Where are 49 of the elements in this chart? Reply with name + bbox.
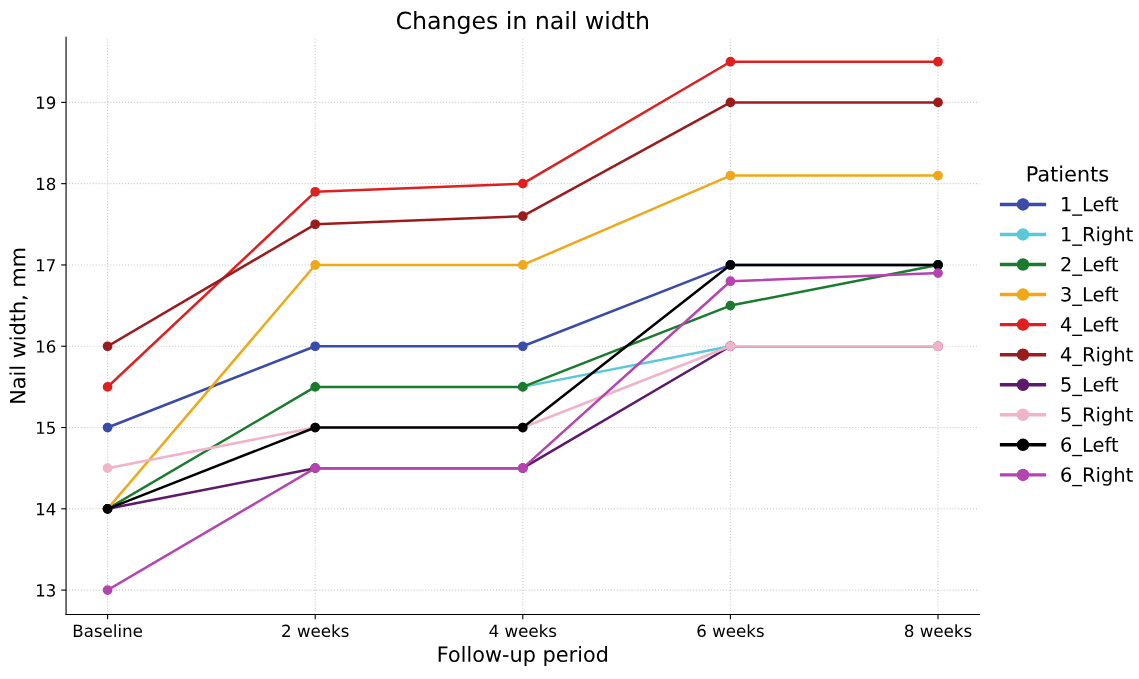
legend-label: 6_Left bbox=[1061, 436, 1119, 457]
y-tick-label: 13 bbox=[36, 584, 55, 597]
point bbox=[517, 341, 528, 352]
point bbox=[725, 170, 736, 181]
point bbox=[517, 211, 528, 222]
legend-label: 6_Right bbox=[1061, 466, 1133, 487]
legend-label: 3_Left bbox=[1061, 286, 1119, 306]
point bbox=[725, 56, 736, 67]
x-tick-label: 6 weeks bbox=[697, 624, 764, 638]
legend-label: 2_Left bbox=[1061, 256, 1119, 276]
point bbox=[933, 97, 943, 108]
x-axis-title: Follow-up period bbox=[438, 645, 608, 667]
y-tick-label: 15 bbox=[36, 421, 55, 435]
y-tick-label: 14 bbox=[36, 503, 56, 516]
y-axis-title: Nail width, mm bbox=[9, 248, 28, 403]
chart-title: Changes in nail width bbox=[396, 11, 648, 34]
point bbox=[310, 341, 321, 352]
y-tick-label: 17 bbox=[36, 259, 55, 272]
x-tick-label: Baseline bbox=[73, 624, 143, 638]
point bbox=[310, 219, 321, 230]
legend-label: 4_Left bbox=[1060, 316, 1119, 336]
point bbox=[102, 463, 113, 474]
point bbox=[102, 585, 113, 595]
point bbox=[102, 341, 113, 352]
point bbox=[517, 260, 528, 270]
point bbox=[310, 260, 321, 270]
point bbox=[725, 97, 736, 108]
point bbox=[517, 178, 528, 189]
point bbox=[725, 276, 736, 287]
point bbox=[310, 382, 321, 392]
y-tick-label: 19 bbox=[36, 96, 56, 109]
x-tick-label: 8 weeks bbox=[904, 624, 972, 638]
point bbox=[933, 170, 943, 181]
point bbox=[102, 422, 113, 433]
point bbox=[933, 268, 943, 278]
x-tick-label: 2 weeks bbox=[282, 624, 349, 638]
legend-label: 1_Right bbox=[1062, 226, 1133, 246]
x-tick-label: 4 weeks bbox=[489, 624, 557, 638]
y-tick-label: 16 bbox=[36, 340, 56, 353]
legend-label: 1_Left bbox=[1062, 196, 1119, 216]
y-tick-label: 18 bbox=[36, 177, 56, 191]
point bbox=[310, 186, 321, 197]
point bbox=[933, 56, 943, 67]
legend-label: 4_Right bbox=[1060, 346, 1133, 367]
point bbox=[725, 300, 736, 311]
legend-title: Patients bbox=[1027, 165, 1109, 182]
point bbox=[102, 382, 113, 392]
legend-label: 5_Left bbox=[1061, 376, 1119, 397]
legend-label: 5_Right bbox=[1061, 406, 1133, 427]
